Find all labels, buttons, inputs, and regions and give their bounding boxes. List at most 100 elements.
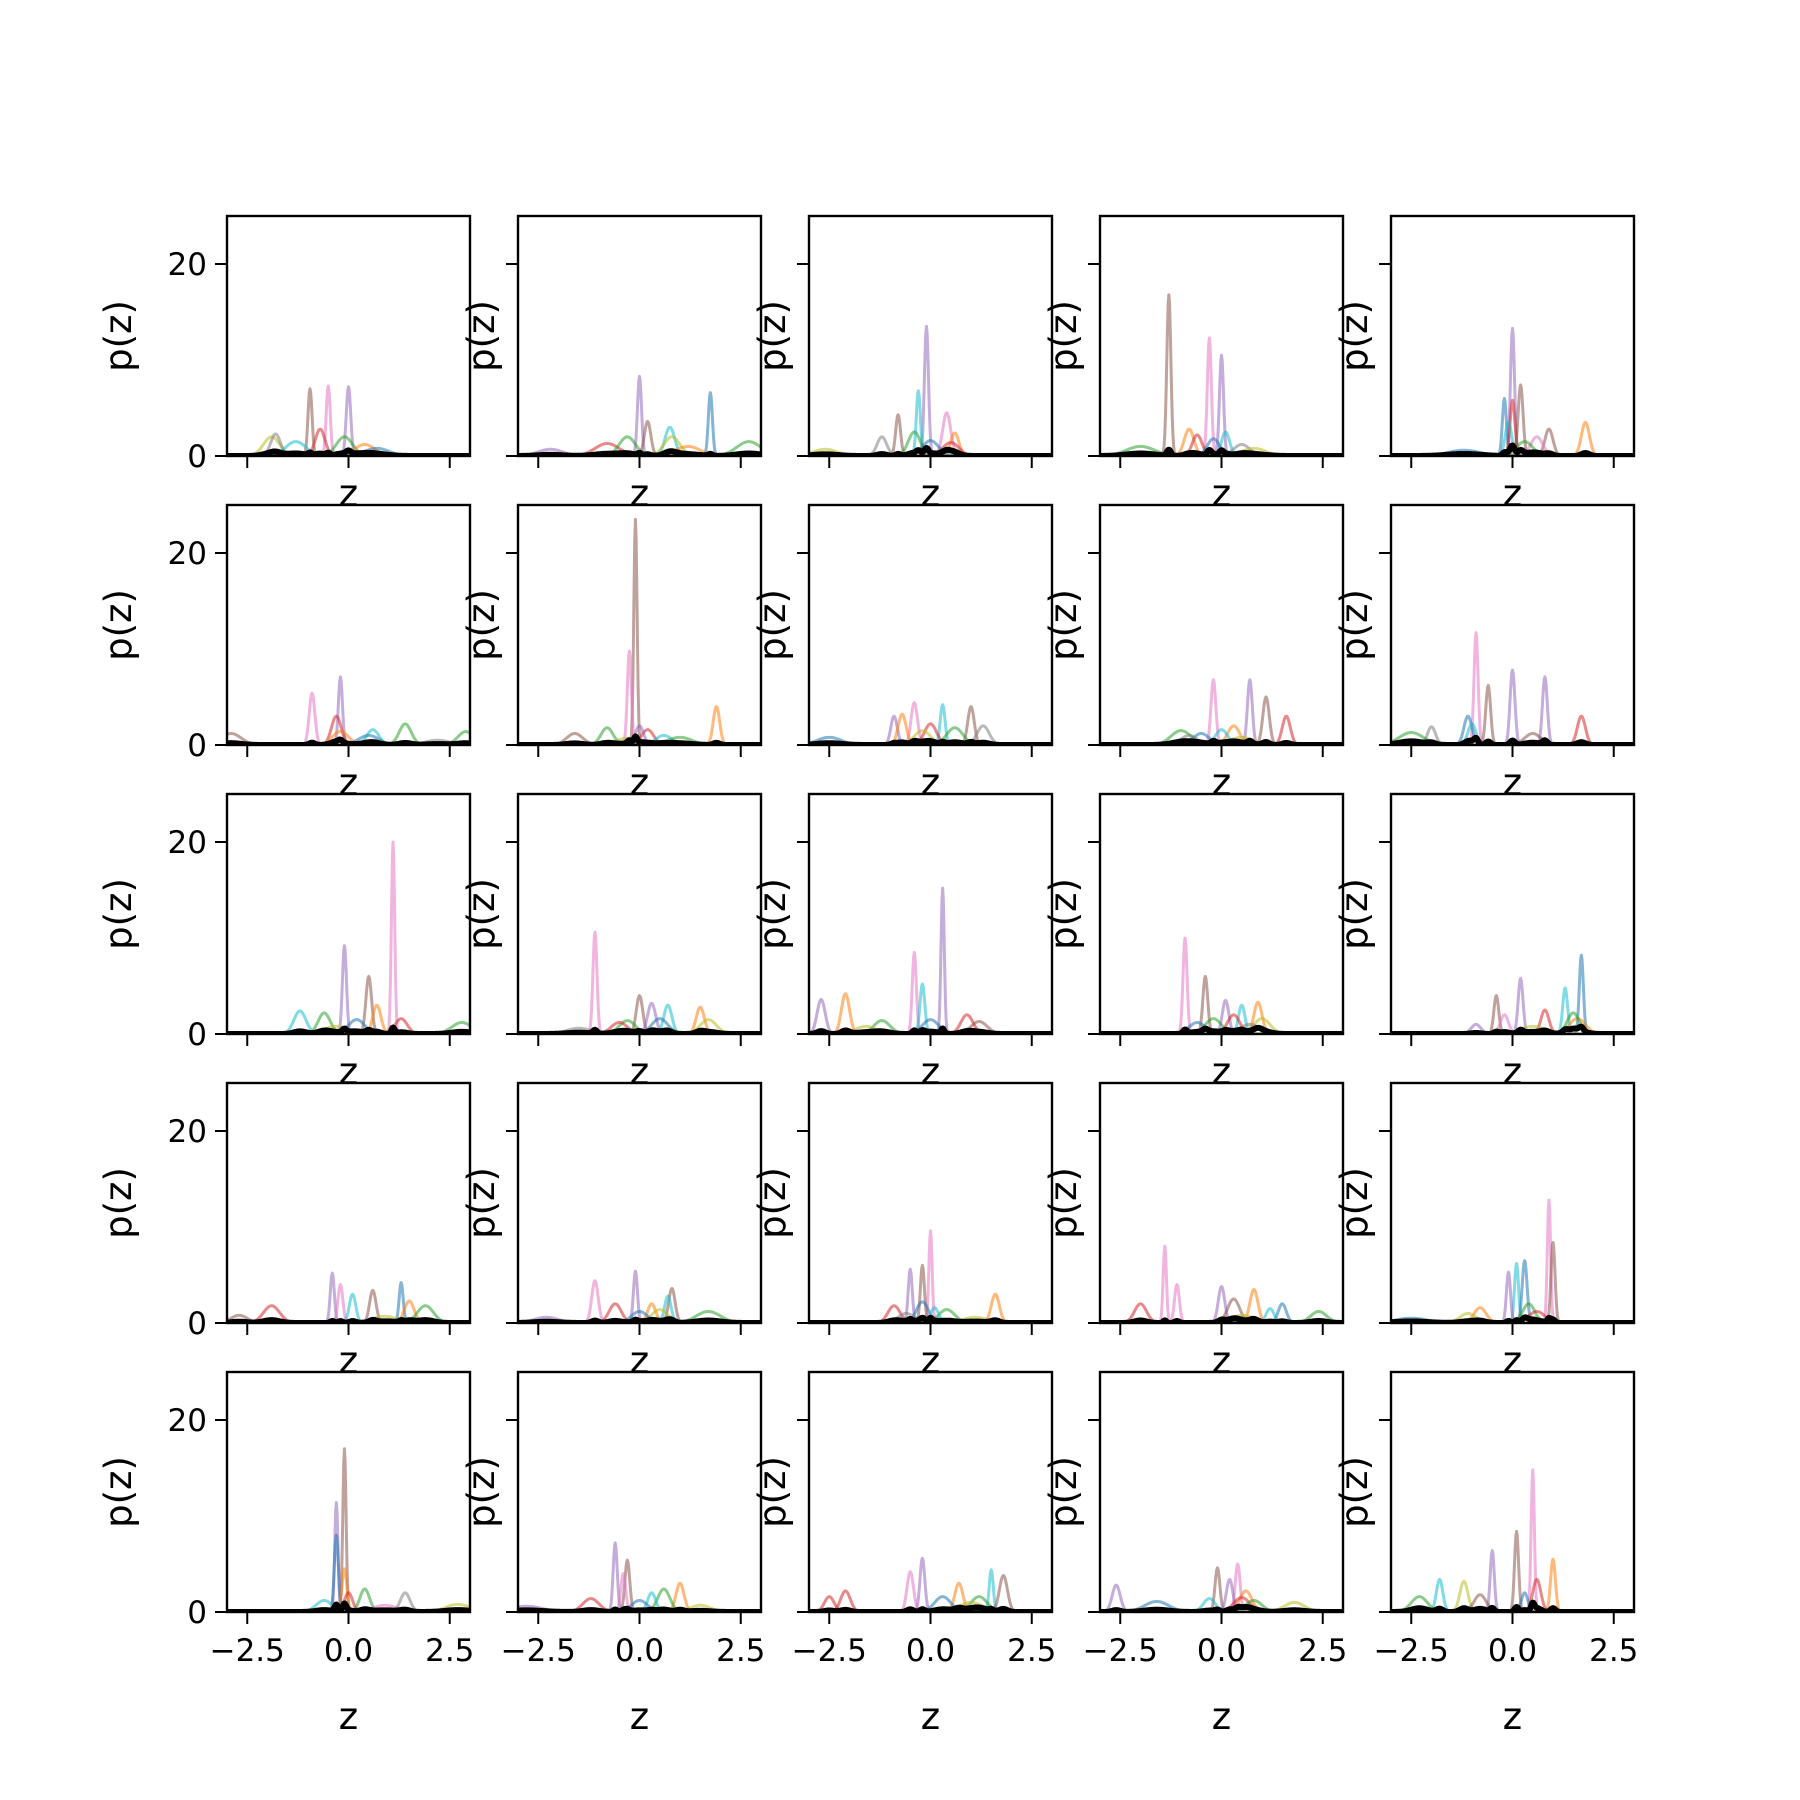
subplot-r0-c1: z p(z) [460,214,763,515]
axes-frame [807,792,1054,1036]
x-axis-label: z [630,1339,649,1382]
y-axis-label: p(z) [97,1456,140,1528]
plot-area [227,1447,470,1612]
x-tick-label: 0.0 [1488,1633,1537,1669]
plot-area [1100,293,1343,456]
series-line [518,1269,761,1323]
y-tick-label: 20 [168,247,207,283]
y-axis-label: p(z) [460,878,503,950]
y-axis-label: p(z) [1042,1167,1085,1239]
x-tick-label: −2.5 [1374,1633,1449,1669]
x-axis-label: z [921,1050,940,1093]
axes-frame [807,1370,1054,1614]
plot-area [518,1269,761,1323]
series-line [1100,1017,1343,1034]
x-axis-label: z [921,1695,940,1738]
plot-area [809,886,1052,1034]
y-tick-label: 20 [168,1403,207,1439]
subplot-r0-c0: 0 20 z p(z) [97,214,472,515]
series-line [809,992,1052,1034]
subplot-r4-c1: −2.5 0.0 2.5 z p(z) [460,1370,765,1738]
series-line [518,447,761,456]
plot-area [1391,326,1634,456]
series-line [227,385,470,456]
x-axis-label: z [1212,1695,1231,1738]
series-line [518,1309,761,1323]
series-line [227,435,470,456]
plot-area [809,1556,1052,1612]
x-axis-label: z [1503,472,1522,515]
y-tick-label: 0 [187,728,207,764]
y-axis-label: p(z) [751,300,794,372]
y-axis-label: p(z) [97,589,140,661]
plot-area [518,930,761,1034]
x-tick-label: 0.0 [1197,1633,1246,1669]
y-axis-label: p(z) [97,300,140,372]
series-line [227,730,470,745]
series-line [809,1306,1052,1323]
y-axis-label: p(z) [1333,589,1376,661]
series-line [809,722,1052,745]
subplot-r4-c0: 0 20 −2.5 0.0 2.5 z p(z) [97,1370,474,1738]
series-line [809,886,1052,1034]
axes-frame [516,1370,763,1614]
series-line [518,1598,761,1612]
mixture-line [1100,1024,1343,1034]
series-line [1100,1600,1343,1612]
y-axis-label: p(z) [1042,300,1085,372]
series-line [1391,398,1634,456]
series-line [518,1309,761,1323]
x-axis-label: z [339,472,358,515]
x-axis-label: z [1503,1695,1522,1738]
subplot-r0-c3: z p(z) [1042,214,1345,515]
subplot-r2-c1: z p(z) [460,792,763,1093]
y-axis-label: p(z) [1042,878,1085,950]
series-line [809,1595,1052,1612]
plot-area [518,517,761,745]
axes-frame [225,214,472,458]
series-line [1391,976,1634,1034]
subplot-r3-c0: 0 20 z p(z) [97,1081,472,1382]
subplot-r3-c1: z p(z) [460,1081,763,1382]
axes-frame [1098,792,1345,1036]
y-tick-label: 20 [168,536,207,572]
y-axis-label: p(z) [97,1167,140,1239]
x-axis-label: z [630,1695,649,1738]
y-axis-label: p(z) [1333,1167,1376,1239]
series-line [1100,430,1343,456]
plot-area [227,840,470,1034]
x-axis-label: z [630,472,649,515]
series-line [227,1567,470,1612]
series-line [518,994,761,1034]
axes-frame [516,1081,763,1325]
x-axis-label: z [921,472,940,515]
x-axis-label: z [1212,1050,1231,1093]
x-axis-label: z [1503,1339,1522,1382]
series-line [1391,994,1634,1034]
series-line [227,435,470,456]
series-line [518,391,761,456]
subplot-r4-c2: −2.5 0.0 2.5 z p(z) [751,1370,1056,1738]
mixture-line [227,1600,470,1612]
x-axis-label: z [339,1050,358,1093]
series-line [518,930,761,1034]
series-line [1100,444,1343,456]
y-axis-label: p(z) [460,300,503,372]
series-line [227,1591,470,1612]
axes-frame [807,1081,1054,1325]
series-line [1100,1244,1343,1323]
subplot-r1-c2: z p(z) [751,503,1054,804]
series-line [809,1229,1052,1323]
series-line [1100,678,1343,745]
series-line [227,1018,470,1034]
x-tick-label: 0.0 [324,1633,373,1669]
plot-area [809,701,1052,745]
series-line [809,324,1052,456]
y-axis-label: p(z) [1333,1456,1376,1528]
series-line [809,729,1052,745]
x-axis-label: z [339,1339,358,1382]
series-line [227,738,470,745]
series-line [1100,353,1343,456]
subplot-r3-c4: z p(z) [1333,1081,1636,1382]
